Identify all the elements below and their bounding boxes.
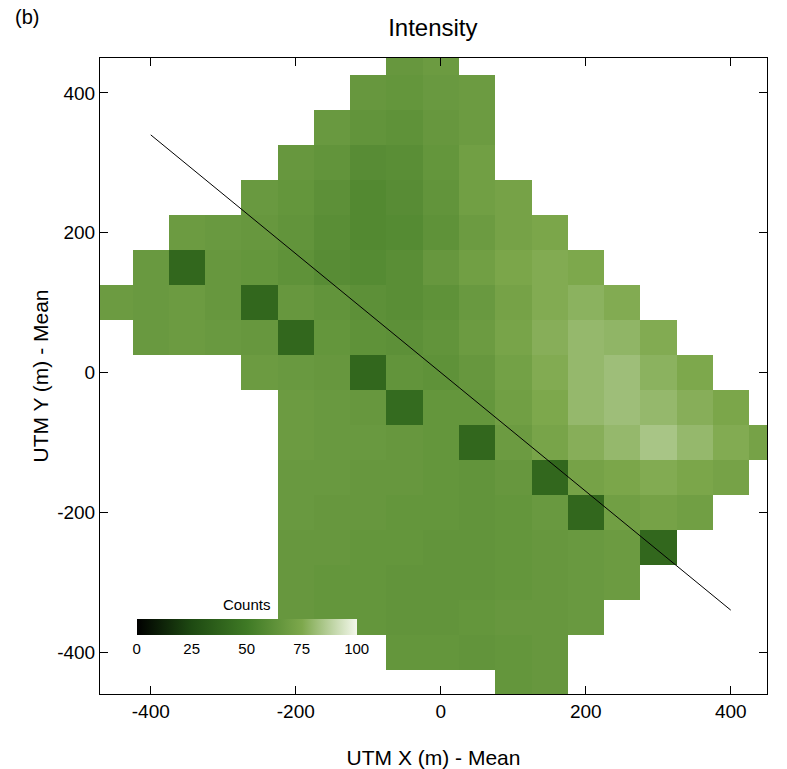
svg-text:100: 100 (344, 640, 369, 657)
svg-text:Intensity: Intensity (388, 14, 477, 41)
svg-text:UTM X (m) - Mean: UTM X (m) - Mean (347, 746, 521, 769)
svg-text:Counts: Counts (223, 596, 271, 613)
svg-text:0: 0 (133, 640, 141, 657)
svg-text:-200: -200 (57, 502, 95, 523)
svg-text:200: 200 (63, 222, 95, 243)
svg-text:-200: -200 (277, 701, 315, 722)
svg-text:-400: -400 (132, 701, 170, 722)
svg-text:50: 50 (238, 640, 255, 657)
svg-text:0: 0 (435, 701, 446, 722)
svg-text:0: 0 (85, 362, 96, 383)
svg-text:UTM Y (m) - Mean: UTM Y (m) - Mean (29, 289, 52, 462)
svg-text:-400: -400 (57, 642, 95, 663)
svg-text:400: 400 (63, 83, 95, 104)
svg-text:(b): (b) (15, 6, 39, 28)
svg-text:75: 75 (293, 640, 310, 657)
svg-text:200: 200 (570, 701, 602, 722)
svg-text:25: 25 (183, 640, 200, 657)
svg-text:400: 400 (715, 701, 747, 722)
